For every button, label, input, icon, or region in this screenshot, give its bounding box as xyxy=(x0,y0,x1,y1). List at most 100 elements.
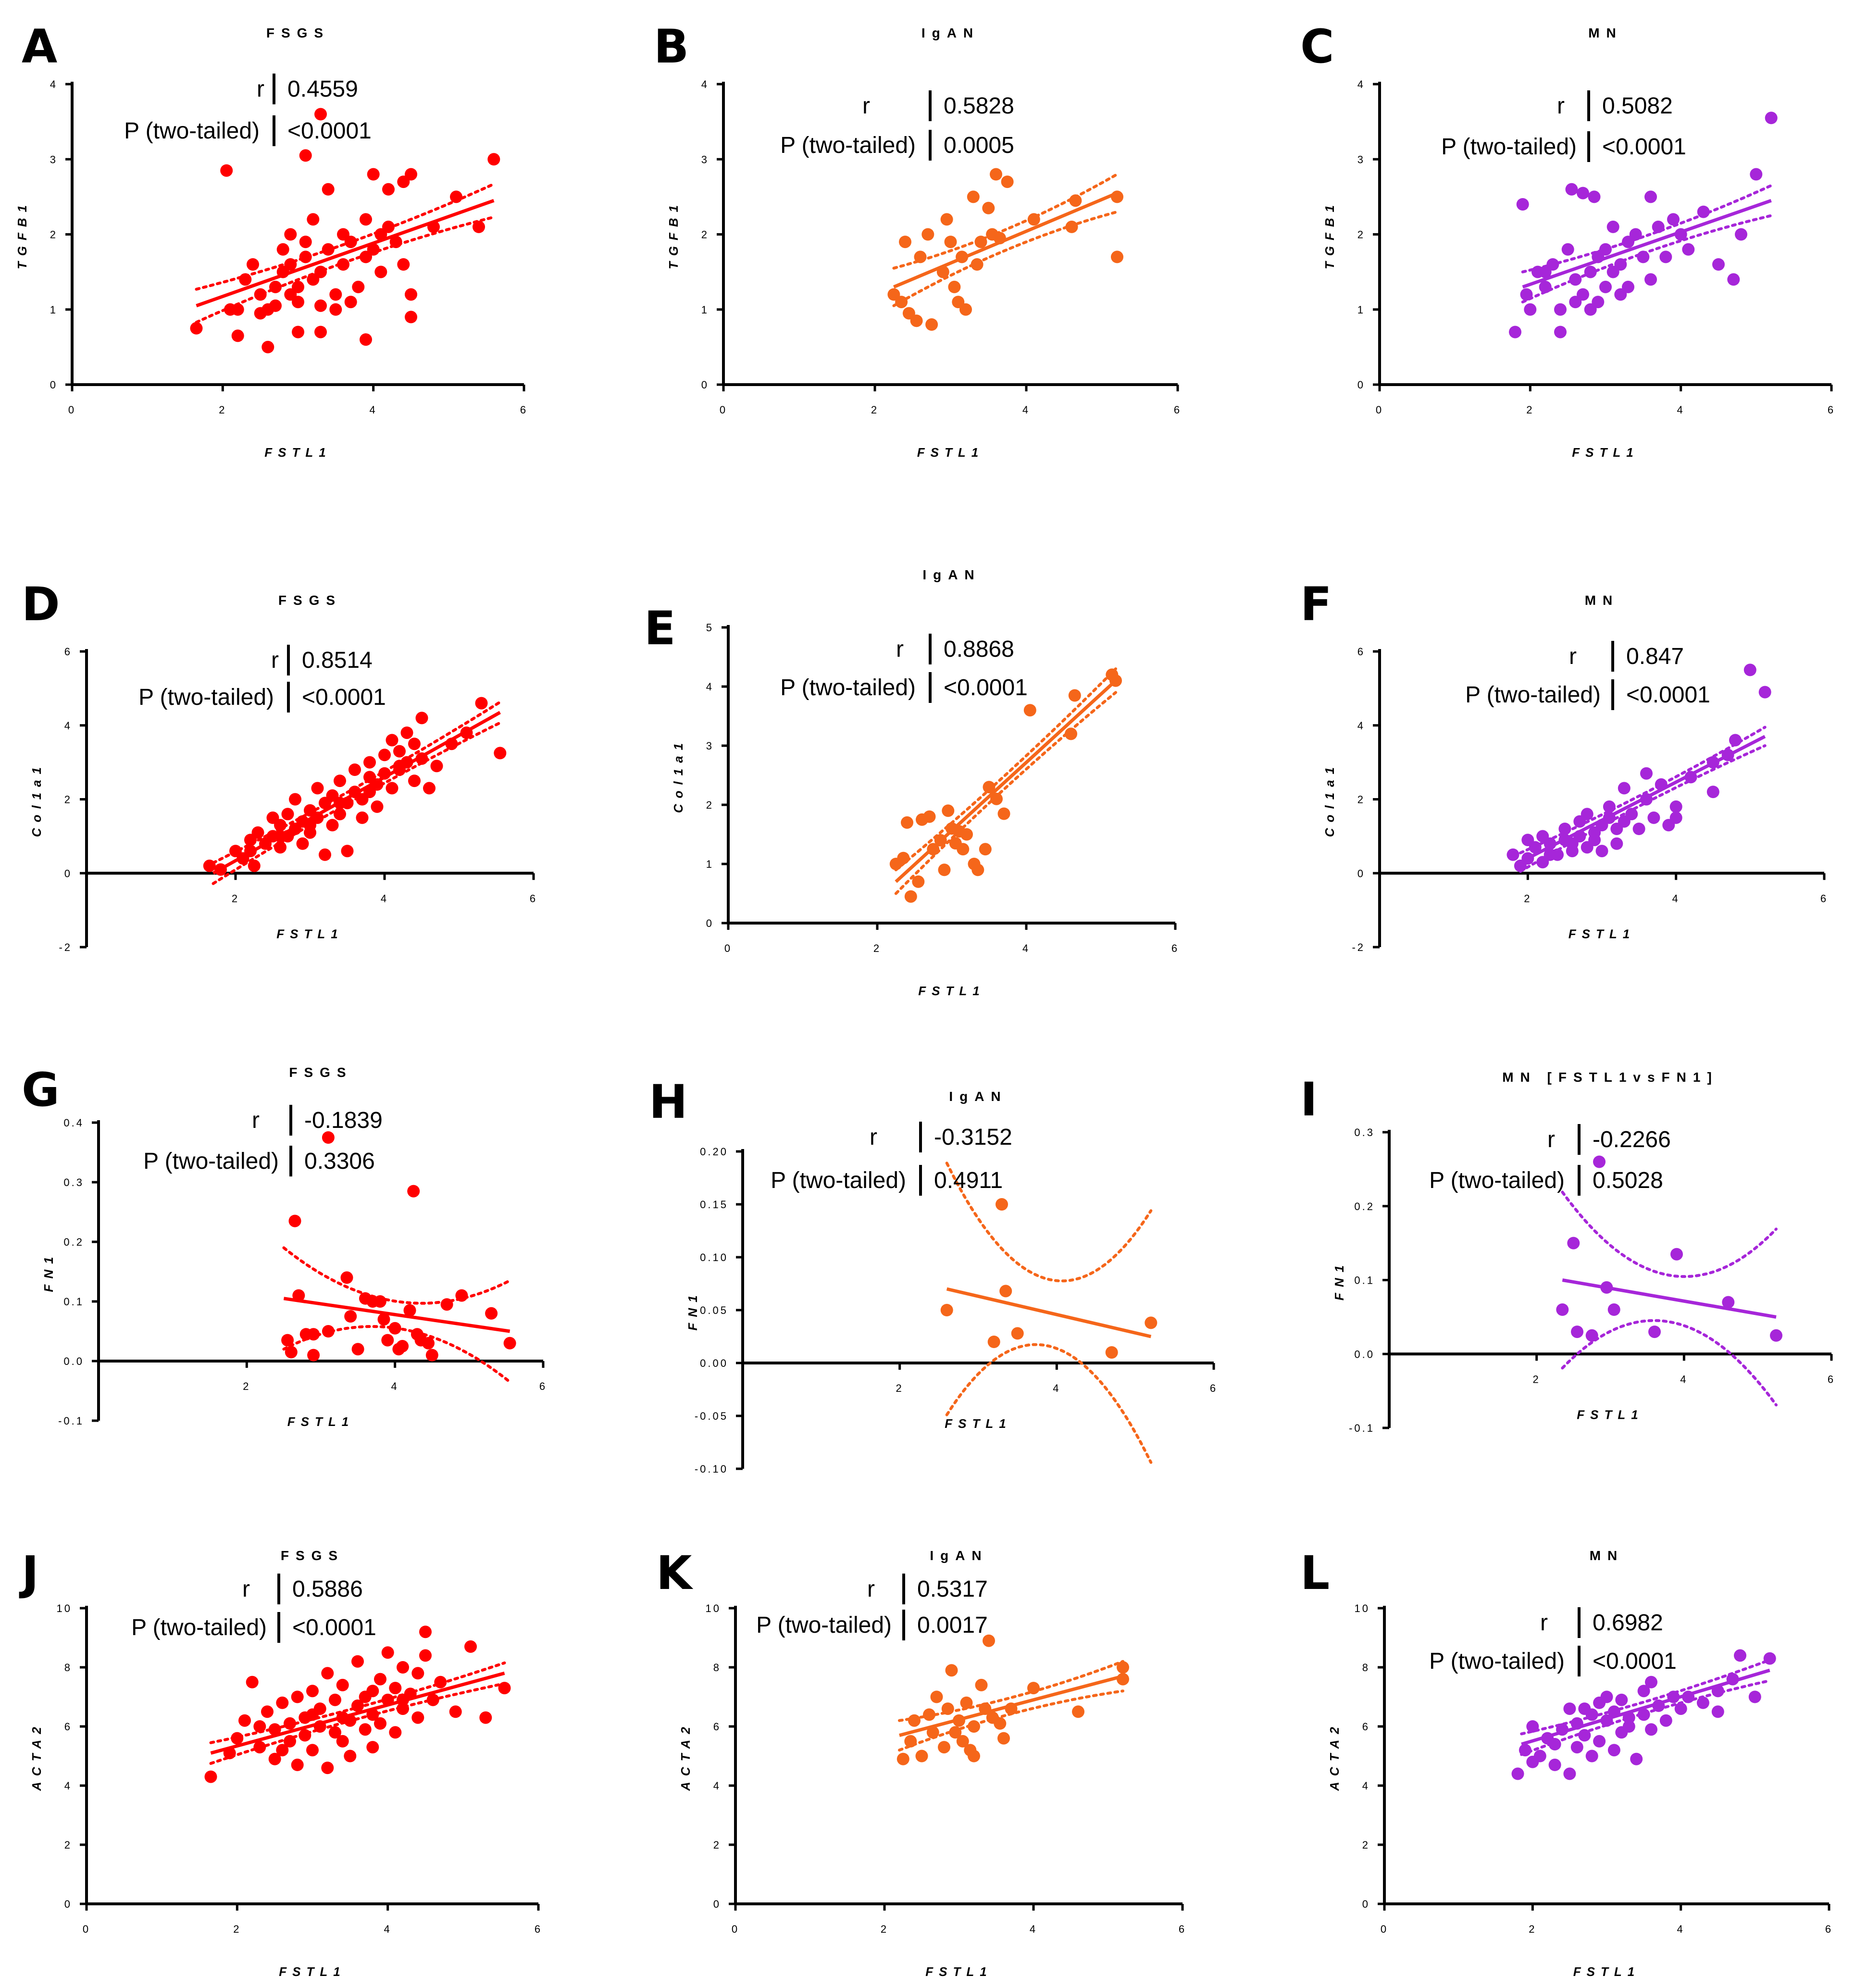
data-point xyxy=(930,1690,943,1703)
y-tick-label: 3 xyxy=(701,153,709,165)
panel-c: C MN 0 1 2 3 4 0 2 4 6 FSTL1 TGFB1 r 0.5082 P (two-tail… xyxy=(1300,20,1833,460)
data-point xyxy=(329,288,342,301)
data-point xyxy=(1556,1303,1569,1316)
data-point xyxy=(434,1675,447,1688)
data-point xyxy=(927,843,940,856)
data-point xyxy=(397,1693,409,1706)
y-tick-label: 0 xyxy=(50,379,58,391)
data-point xyxy=(1637,250,1650,263)
data-point xyxy=(1696,1696,1709,1709)
data-point xyxy=(427,220,440,233)
data-point xyxy=(268,1723,281,1736)
data-point xyxy=(1603,800,1616,813)
data-point xyxy=(288,1214,301,1227)
y-tick-label: 0.0 xyxy=(63,1355,84,1367)
x-tick-label: 2 xyxy=(219,404,226,416)
data-point xyxy=(956,250,969,263)
data-point xyxy=(1758,686,1771,699)
data-point xyxy=(1117,1661,1129,1674)
ci-upper-band xyxy=(1561,1190,1778,1278)
data-point xyxy=(1526,1720,1539,1733)
x-tick-label: 0 xyxy=(724,942,732,954)
panel-d: D FSGS -2 0 2 4 6 2 4 6 FSTL1 Col1a1 r 0.8514 P (two-t… xyxy=(22,577,537,953)
panel-b: B IgAN 0 1 2 3 4 0 2 4 6 FSTL1 TGFB1 r 0.5828 P (two-ta… xyxy=(654,20,1180,460)
x-tick-label: 0 xyxy=(83,1923,90,1935)
data-point xyxy=(987,1336,1000,1348)
data-point xyxy=(419,1625,432,1638)
x-axis-title: FSTL1 xyxy=(276,926,343,941)
r-label: r xyxy=(870,1125,877,1150)
data-point xyxy=(389,236,402,249)
data-point xyxy=(405,288,417,301)
data-point xyxy=(319,848,331,861)
data-point xyxy=(956,1735,969,1748)
data-point xyxy=(403,1304,416,1317)
data-point xyxy=(253,1720,266,1733)
y-tick-label: -2 xyxy=(1352,941,1365,953)
data-point xyxy=(1722,1296,1735,1309)
data-point xyxy=(344,1750,357,1763)
data-point xyxy=(1765,112,1778,125)
data-point xyxy=(503,1337,516,1350)
r-label: r xyxy=(1540,1610,1548,1636)
data-point xyxy=(351,1343,364,1356)
x-tick-label: 4 xyxy=(1030,1923,1037,1935)
x-axis-title: FSTL1 xyxy=(287,1414,354,1429)
data-point xyxy=(1068,689,1081,702)
x-tick-label: 4 xyxy=(381,892,388,904)
data-point xyxy=(1637,1685,1650,1698)
chart-title: IgAN xyxy=(921,25,980,40)
data-point xyxy=(914,250,927,263)
data-point xyxy=(968,1750,980,1763)
data-point xyxy=(940,213,953,226)
data-point xyxy=(254,307,267,320)
data-point xyxy=(1600,1281,1613,1294)
regression-line xyxy=(1522,199,1772,289)
y-axis-title: TGFB1 xyxy=(15,200,29,269)
data-point xyxy=(326,819,339,832)
panel-letter: D xyxy=(22,577,60,631)
data-point xyxy=(204,1770,217,1783)
data-point xyxy=(997,807,1010,820)
data-point xyxy=(1544,848,1556,861)
data-point xyxy=(1593,1155,1606,1168)
x-tick-label: 6 xyxy=(530,892,537,904)
y-tick-label: 3 xyxy=(706,740,714,752)
data-point xyxy=(254,288,267,301)
data-point xyxy=(248,859,261,872)
data-point xyxy=(1011,1327,1024,1340)
data-point xyxy=(1614,258,1627,271)
data-point xyxy=(904,1735,917,1748)
panel-letter: I xyxy=(1300,1073,1318,1126)
x-tick-label: 6 xyxy=(1828,1373,1835,1385)
data-point xyxy=(997,1732,1010,1745)
data-point xyxy=(422,1337,435,1350)
data-point xyxy=(366,1708,379,1721)
data-point xyxy=(1588,834,1601,847)
data-point xyxy=(1648,1325,1661,1338)
panel-h: H IgAN -0.10 -0.05 0.00 0.05 0.10 0.15 0.20 2 4 6 FS… xyxy=(649,1075,1216,1475)
data-point xyxy=(1667,213,1680,226)
data-point xyxy=(1563,1767,1576,1780)
data-point xyxy=(393,745,406,758)
y-axis-title: TGFB1 xyxy=(1322,200,1337,269)
ci-lower-band xyxy=(945,1343,1153,1464)
data-point xyxy=(1539,265,1552,278)
p-label: P (two-tailed) xyxy=(756,1613,892,1638)
y-tick-label: 10 xyxy=(1355,1602,1370,1614)
data-point xyxy=(1669,811,1682,824)
data-point xyxy=(1727,273,1740,286)
r-label: r xyxy=(867,1576,875,1602)
data-point xyxy=(938,863,951,876)
y-tick-label: 3 xyxy=(50,153,58,165)
data-point xyxy=(381,1334,394,1347)
data-point xyxy=(926,1726,939,1739)
y-axis-title: FN1 xyxy=(41,1251,56,1292)
x-tick-label: 2 xyxy=(1526,404,1534,416)
y-axis-title: ACTA2 xyxy=(1327,1721,1342,1791)
regression-line xyxy=(210,1671,505,1755)
data-point xyxy=(1674,228,1687,241)
data-point xyxy=(239,273,252,286)
y-tick-label: 4 xyxy=(64,720,72,732)
data-point xyxy=(314,108,327,121)
